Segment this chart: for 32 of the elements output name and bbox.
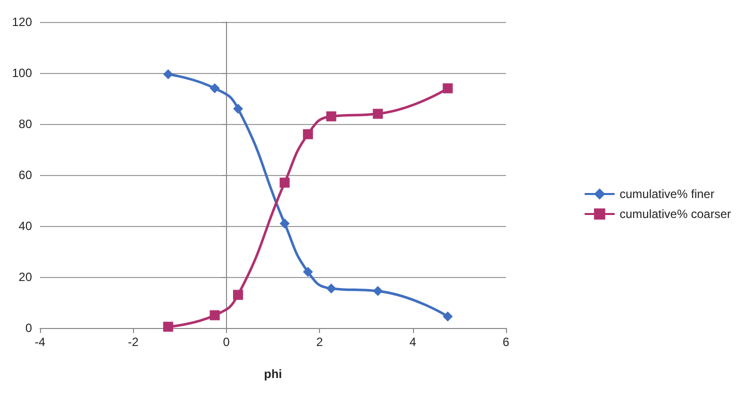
legend-label: cumulative% coarser: [620, 207, 732, 221]
point: [233, 104, 244, 114]
x-tick-label: 6: [502, 335, 510, 349]
point: [233, 290, 244, 300]
x-tick-label: -2: [128, 335, 139, 349]
point: [326, 111, 336, 122]
legend-label: cumulative% finer: [620, 187, 714, 201]
y-tick-label: 120: [12, 15, 32, 29]
point: [210, 83, 220, 94]
y-tick-label: 20: [18, 270, 32, 284]
point: [163, 322, 174, 332]
y-tick-label: 100: [12, 66, 32, 80]
x-tick-label: 0: [223, 335, 230, 349]
point: [372, 286, 383, 296]
point: [302, 266, 313, 277]
point: [280, 178, 290, 188]
point: [442, 83, 453, 94]
x-tick-label: 4: [409, 335, 416, 349]
point: [302, 129, 313, 140]
x-tick-label: -4: [34, 335, 46, 349]
point: [442, 312, 453, 322]
point: [326, 283, 336, 294]
point: [372, 108, 383, 119]
y-tick-label: 0: [25, 321, 32, 335]
point: [163, 69, 174, 80]
y-tick-label: 80: [18, 117, 32, 131]
x-tick-label: 2: [316, 335, 324, 349]
point: [280, 218, 290, 228]
y-tick-label: 40: [18, 219, 32, 233]
y-tick-label: 60: [18, 168, 32, 182]
x-axis-title: phi: [264, 367, 282, 381]
point: [210, 310, 220, 320]
